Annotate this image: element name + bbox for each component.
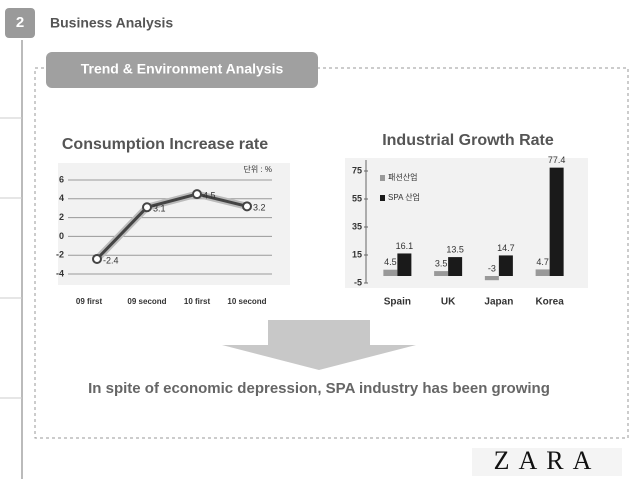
value-label: 3.2	[253, 203, 266, 213]
content-frame	[34, 67, 629, 439]
y-tick-label: -5	[354, 277, 362, 287]
point	[92, 253, 102, 264]
value-label: 3.1	[153, 204, 166, 214]
value-label: 13.5	[446, 244, 464, 254]
legend-swatch	[380, 195, 385, 201]
chart-title: Industrial Growth Rate	[382, 132, 554, 149]
legend-label: 패션산업	[388, 172, 417, 182]
arrow-shaft	[268, 320, 370, 345]
annotation: 단위 : %	[243, 164, 272, 174]
x-tick-label: UK	[441, 297, 456, 308]
value-label: 77.4	[548, 155, 566, 165]
plot-background	[58, 163, 290, 285]
x-tick-label: 09 second	[127, 297, 166, 306]
line	[95, 192, 248, 261]
section-badge	[5, 8, 35, 38]
conclusion: In spite of economic depression, SPA ind…	[88, 380, 550, 397]
legend-swatch	[380, 175, 385, 181]
bar	[448, 257, 463, 276]
y-tick-label: 35	[352, 221, 362, 231]
value-label: 4.5	[384, 257, 397, 267]
value-label: 14.7	[497, 243, 515, 253]
bar	[549, 167, 564, 276]
chart-title: Consumption Increase rate	[62, 136, 268, 153]
point	[242, 201, 252, 212]
y-tick-label: 15	[352, 249, 362, 259]
section-number: 2	[16, 14, 24, 31]
point	[192, 189, 202, 200]
x-tick-label: Spain	[384, 297, 411, 308]
bar	[484, 276, 499, 281]
value-label: 16.1	[396, 241, 414, 251]
banner	[46, 52, 318, 88]
banner-text: Trend & Environment Analysis	[81, 61, 284, 77]
y-tick-label: -2	[56, 250, 64, 260]
plot-background	[345, 158, 588, 288]
value-label: -3	[488, 263, 496, 273]
y-tick-label: 4	[59, 193, 64, 203]
logo-box	[472, 448, 622, 476]
bar	[397, 253, 412, 276]
y-tick-label: 0	[59, 231, 64, 241]
arrow-head	[222, 345, 416, 370]
bar	[383, 269, 398, 276]
value-label: 4.5	[203, 190, 216, 200]
value-label: -2.4	[103, 255, 119, 265]
bar	[498, 255, 513, 276]
x-tick-label: 10 first	[184, 297, 211, 306]
x-tick-label: 09 first	[76, 297, 103, 306]
x-tick-label: 10 second	[227, 297, 266, 306]
legend-label: SPA 산업	[388, 192, 420, 202]
x-tick-label: Korea	[535, 297, 564, 308]
y-tick-label: -4	[56, 268, 64, 278]
y-tick-label: 55	[352, 193, 362, 203]
y-tick-label: 75	[352, 165, 362, 175]
value-label: 4.7	[536, 257, 549, 267]
logo: ZARA	[494, 446, 601, 475]
bar	[434, 271, 449, 276]
y-tick-label: 2	[59, 212, 64, 222]
section-title: Business Analysis	[50, 15, 173, 31]
x-tick-label: Japan	[484, 297, 513, 308]
value-label: 3.5	[435, 258, 448, 268]
bar	[535, 269, 550, 276]
y-tick-label: 6	[59, 174, 64, 184]
point	[142, 202, 152, 213]
